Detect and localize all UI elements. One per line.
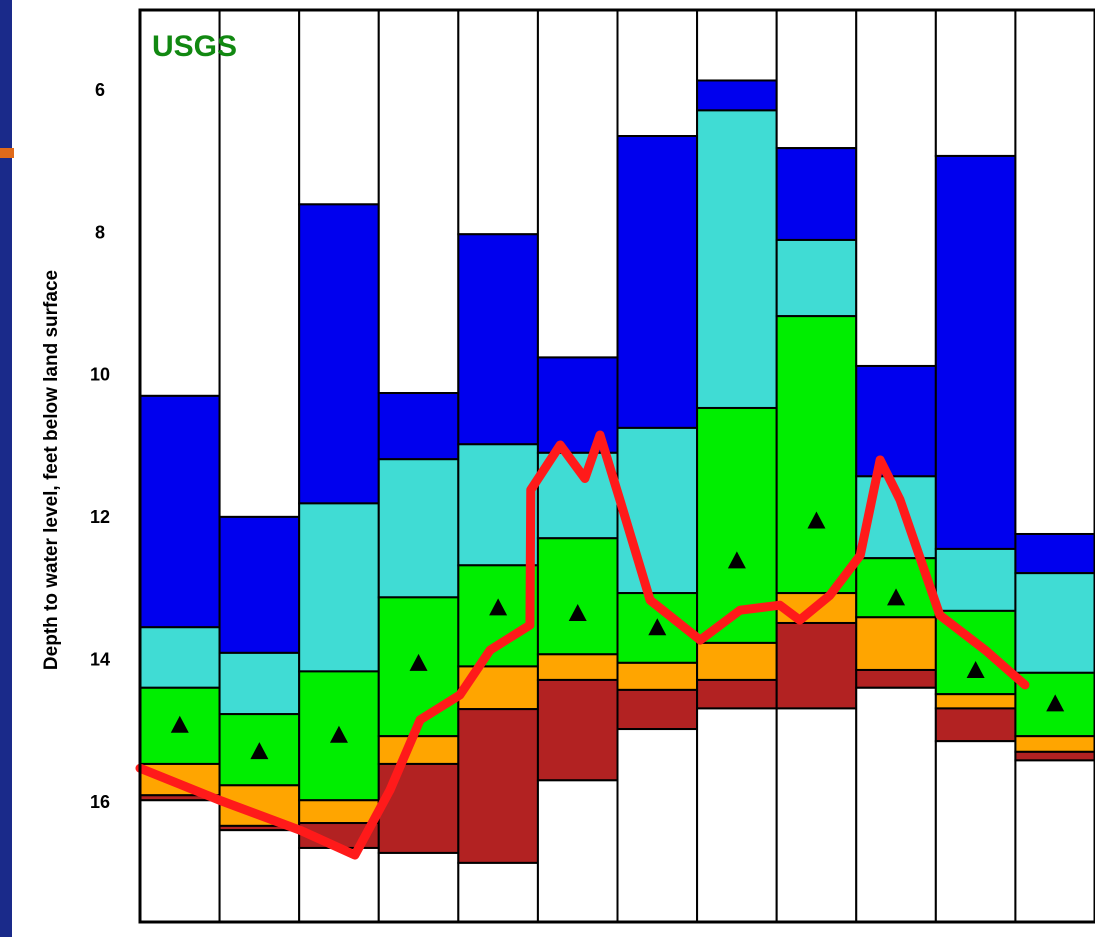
percentile-band xyxy=(855,364,937,478)
band-below xyxy=(1014,759,1095,923)
band-below xyxy=(934,740,1017,923)
plot-frame xyxy=(138,8,1095,924)
percentile-band xyxy=(934,547,1017,612)
percentile-band xyxy=(616,426,699,595)
percentile-band xyxy=(298,799,380,825)
percentile-band xyxy=(696,678,778,710)
band-below xyxy=(616,728,699,923)
band-below xyxy=(298,846,380,923)
band-above xyxy=(1014,9,1095,535)
band-above xyxy=(139,9,221,397)
median-marker xyxy=(329,725,348,743)
band-below xyxy=(536,779,619,923)
percentile-band xyxy=(616,661,699,691)
percentile-band xyxy=(377,735,460,765)
percentile-band xyxy=(139,626,221,689)
median-marker xyxy=(250,742,269,760)
slide-accent xyxy=(0,148,14,158)
percentile-band xyxy=(775,238,858,318)
median-marker xyxy=(727,551,746,569)
median-marker xyxy=(1046,694,1065,712)
percentile-band xyxy=(616,135,699,429)
band-above xyxy=(855,9,937,367)
median-marker xyxy=(489,598,508,616)
percentile-band xyxy=(1014,532,1095,575)
plot-area xyxy=(135,8,1095,924)
percentile-band xyxy=(1014,735,1095,753)
percentile-band xyxy=(536,678,619,782)
percentile-band xyxy=(616,688,699,731)
percentile-band xyxy=(536,653,619,681)
band-above xyxy=(377,9,460,395)
band-below xyxy=(775,707,858,924)
percentile-band xyxy=(298,502,380,673)
median-marker xyxy=(170,715,189,733)
y-tick-label: 8 xyxy=(95,222,105,242)
percentile-band xyxy=(218,515,301,654)
percentile-band xyxy=(377,392,460,461)
y-tick-label: 10 xyxy=(90,365,110,385)
band-below xyxy=(696,707,778,924)
percentile-band xyxy=(775,315,858,595)
y-tick-label: 16 xyxy=(90,792,110,812)
band-above xyxy=(536,9,619,359)
median-marker xyxy=(568,604,587,622)
band-below xyxy=(377,851,460,924)
y-tick-label: 6 xyxy=(95,80,105,100)
median-marker xyxy=(966,660,985,678)
percentile-band xyxy=(536,537,619,656)
percentile-band xyxy=(775,621,858,710)
percentile-band xyxy=(298,203,380,505)
band-above xyxy=(218,9,301,518)
percentile-band xyxy=(855,616,937,671)
band-below xyxy=(139,799,221,924)
percentile-band xyxy=(218,651,301,716)
percentile-band xyxy=(1014,572,1095,674)
percentile-band xyxy=(377,458,460,599)
band-above xyxy=(934,9,1017,157)
percentile-band xyxy=(1014,750,1095,762)
band-above xyxy=(298,9,380,206)
median-marker xyxy=(807,511,826,529)
y-axis-label: Depth to water level, feet below land su… xyxy=(41,270,62,670)
percentile-band xyxy=(696,641,778,681)
percentile-band xyxy=(934,154,1017,550)
band-below xyxy=(457,861,539,924)
percentile-band xyxy=(855,668,937,689)
percentile-band xyxy=(457,233,539,446)
band-above xyxy=(616,9,699,138)
annotation: USGS xyxy=(152,30,237,63)
y-tick-label: 14 xyxy=(90,649,110,669)
y-tick-label: 12 xyxy=(90,507,110,527)
percentile-band xyxy=(696,109,778,409)
percentile-band xyxy=(457,443,539,567)
band-below xyxy=(218,829,301,923)
median-marker xyxy=(648,618,667,636)
band-above xyxy=(696,9,778,82)
percentile-band xyxy=(934,693,1017,710)
slide-strip xyxy=(0,0,12,937)
percentile-band xyxy=(775,147,858,241)
median-marker xyxy=(409,653,428,671)
band-above xyxy=(457,9,539,236)
percentile-band xyxy=(139,394,221,629)
percentile-band xyxy=(696,79,778,112)
band-above xyxy=(775,9,858,150)
water-level-line xyxy=(135,430,1030,860)
band-below xyxy=(855,686,937,924)
percentile-band xyxy=(934,707,1017,743)
median-marker xyxy=(887,588,906,606)
percentile-band xyxy=(457,708,539,864)
